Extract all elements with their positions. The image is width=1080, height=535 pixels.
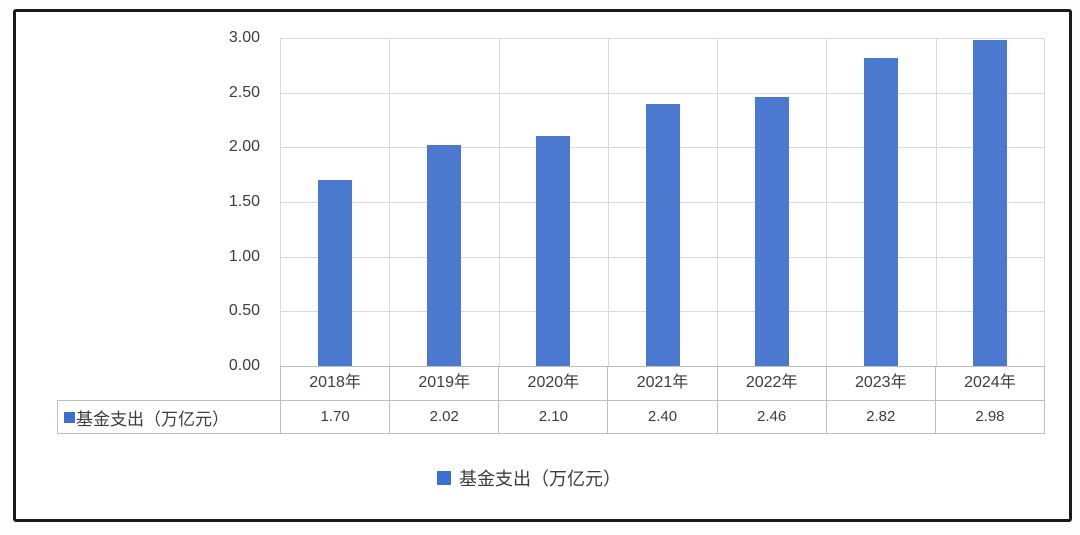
- data-table-value-cell: 2.40: [608, 401, 718, 433]
- bar: [973, 40, 1008, 366]
- bar: [754, 97, 789, 366]
- bar: [426, 145, 461, 366]
- v-gridline: [389, 38, 390, 366]
- v-gridline: [608, 38, 609, 366]
- data-table-value-cell: 2.98: [975, 408, 1005, 425]
- data-table-value-cell: 2.82: [827, 401, 936, 433]
- h-gridline: [280, 38, 1045, 39]
- bar: [645, 103, 680, 366]
- y-tick-label: 0.00: [228, 357, 260, 374]
- h-gridline: [280, 92, 1045, 94]
- v-gridline: [717, 38, 718, 366]
- y-tick-label: 1.50: [228, 193, 260, 210]
- x-axis-label-cell: 2021年: [608, 367, 718, 400]
- y-tick-label: 0.50: [228, 302, 260, 320]
- v-gridline: [280, 38, 281, 366]
- y-tick-label: 3.00: [228, 29, 260, 46]
- v-gridline: [499, 38, 500, 366]
- bar: [536, 136, 571, 366]
- bar: [864, 57, 899, 366]
- series-marker-icon: [64, 411, 75, 423]
- bar: [317, 180, 352, 366]
- data-table-value-cell: 2.10: [499, 401, 609, 433]
- x-axis-label-cell: 2023年: [827, 367, 936, 400]
- data-table-value-row: 基金支出（万亿元） 1.70 2.02 2.10 2.40 2.46 2.82 2.98: [57, 400, 1045, 434]
- x-axis-label-cell: 2019年: [390, 367, 500, 400]
- legend-marker-icon: [437, 471, 451, 485]
- x-axis-category-row: 2018年 2019年 2020年 2021年 2022年 2023年 2024年: [280, 366, 1045, 400]
- y-tick-label: 2.00: [228, 138, 260, 156]
- x-axis-label-cell: 2020年: [499, 367, 609, 400]
- legend-label: 基金支出（万亿元）: [459, 469, 621, 489]
- data-table-value-cell: 2.02: [390, 401, 500, 433]
- x-axis-label-cell: 2024年: [964, 374, 1016, 391]
- data-table-value-cell: 2.46: [718, 401, 827, 433]
- x-axis-label-cell: 2018年: [281, 367, 391, 400]
- data-table-value-cell: 1.70: [281, 401, 391, 433]
- y-tick-label: 2.50: [228, 83, 260, 101]
- data-table-row-label: 基金支出（万亿元）: [76, 409, 229, 429]
- x-axis-label-cell: 2022年: [718, 367, 827, 400]
- data-table-row-label-cell: 基金支出（万亿元）: [58, 401, 281, 433]
- legend: 基金支出（万亿元）: [437, 467, 621, 489]
- v-gridline: [1044, 38, 1045, 366]
- v-gridline: [826, 38, 827, 366]
- v-gridline: [936, 38, 937, 366]
- plot-area: [280, 38, 1045, 366]
- y-tick-label: 1.00: [228, 247, 260, 265]
